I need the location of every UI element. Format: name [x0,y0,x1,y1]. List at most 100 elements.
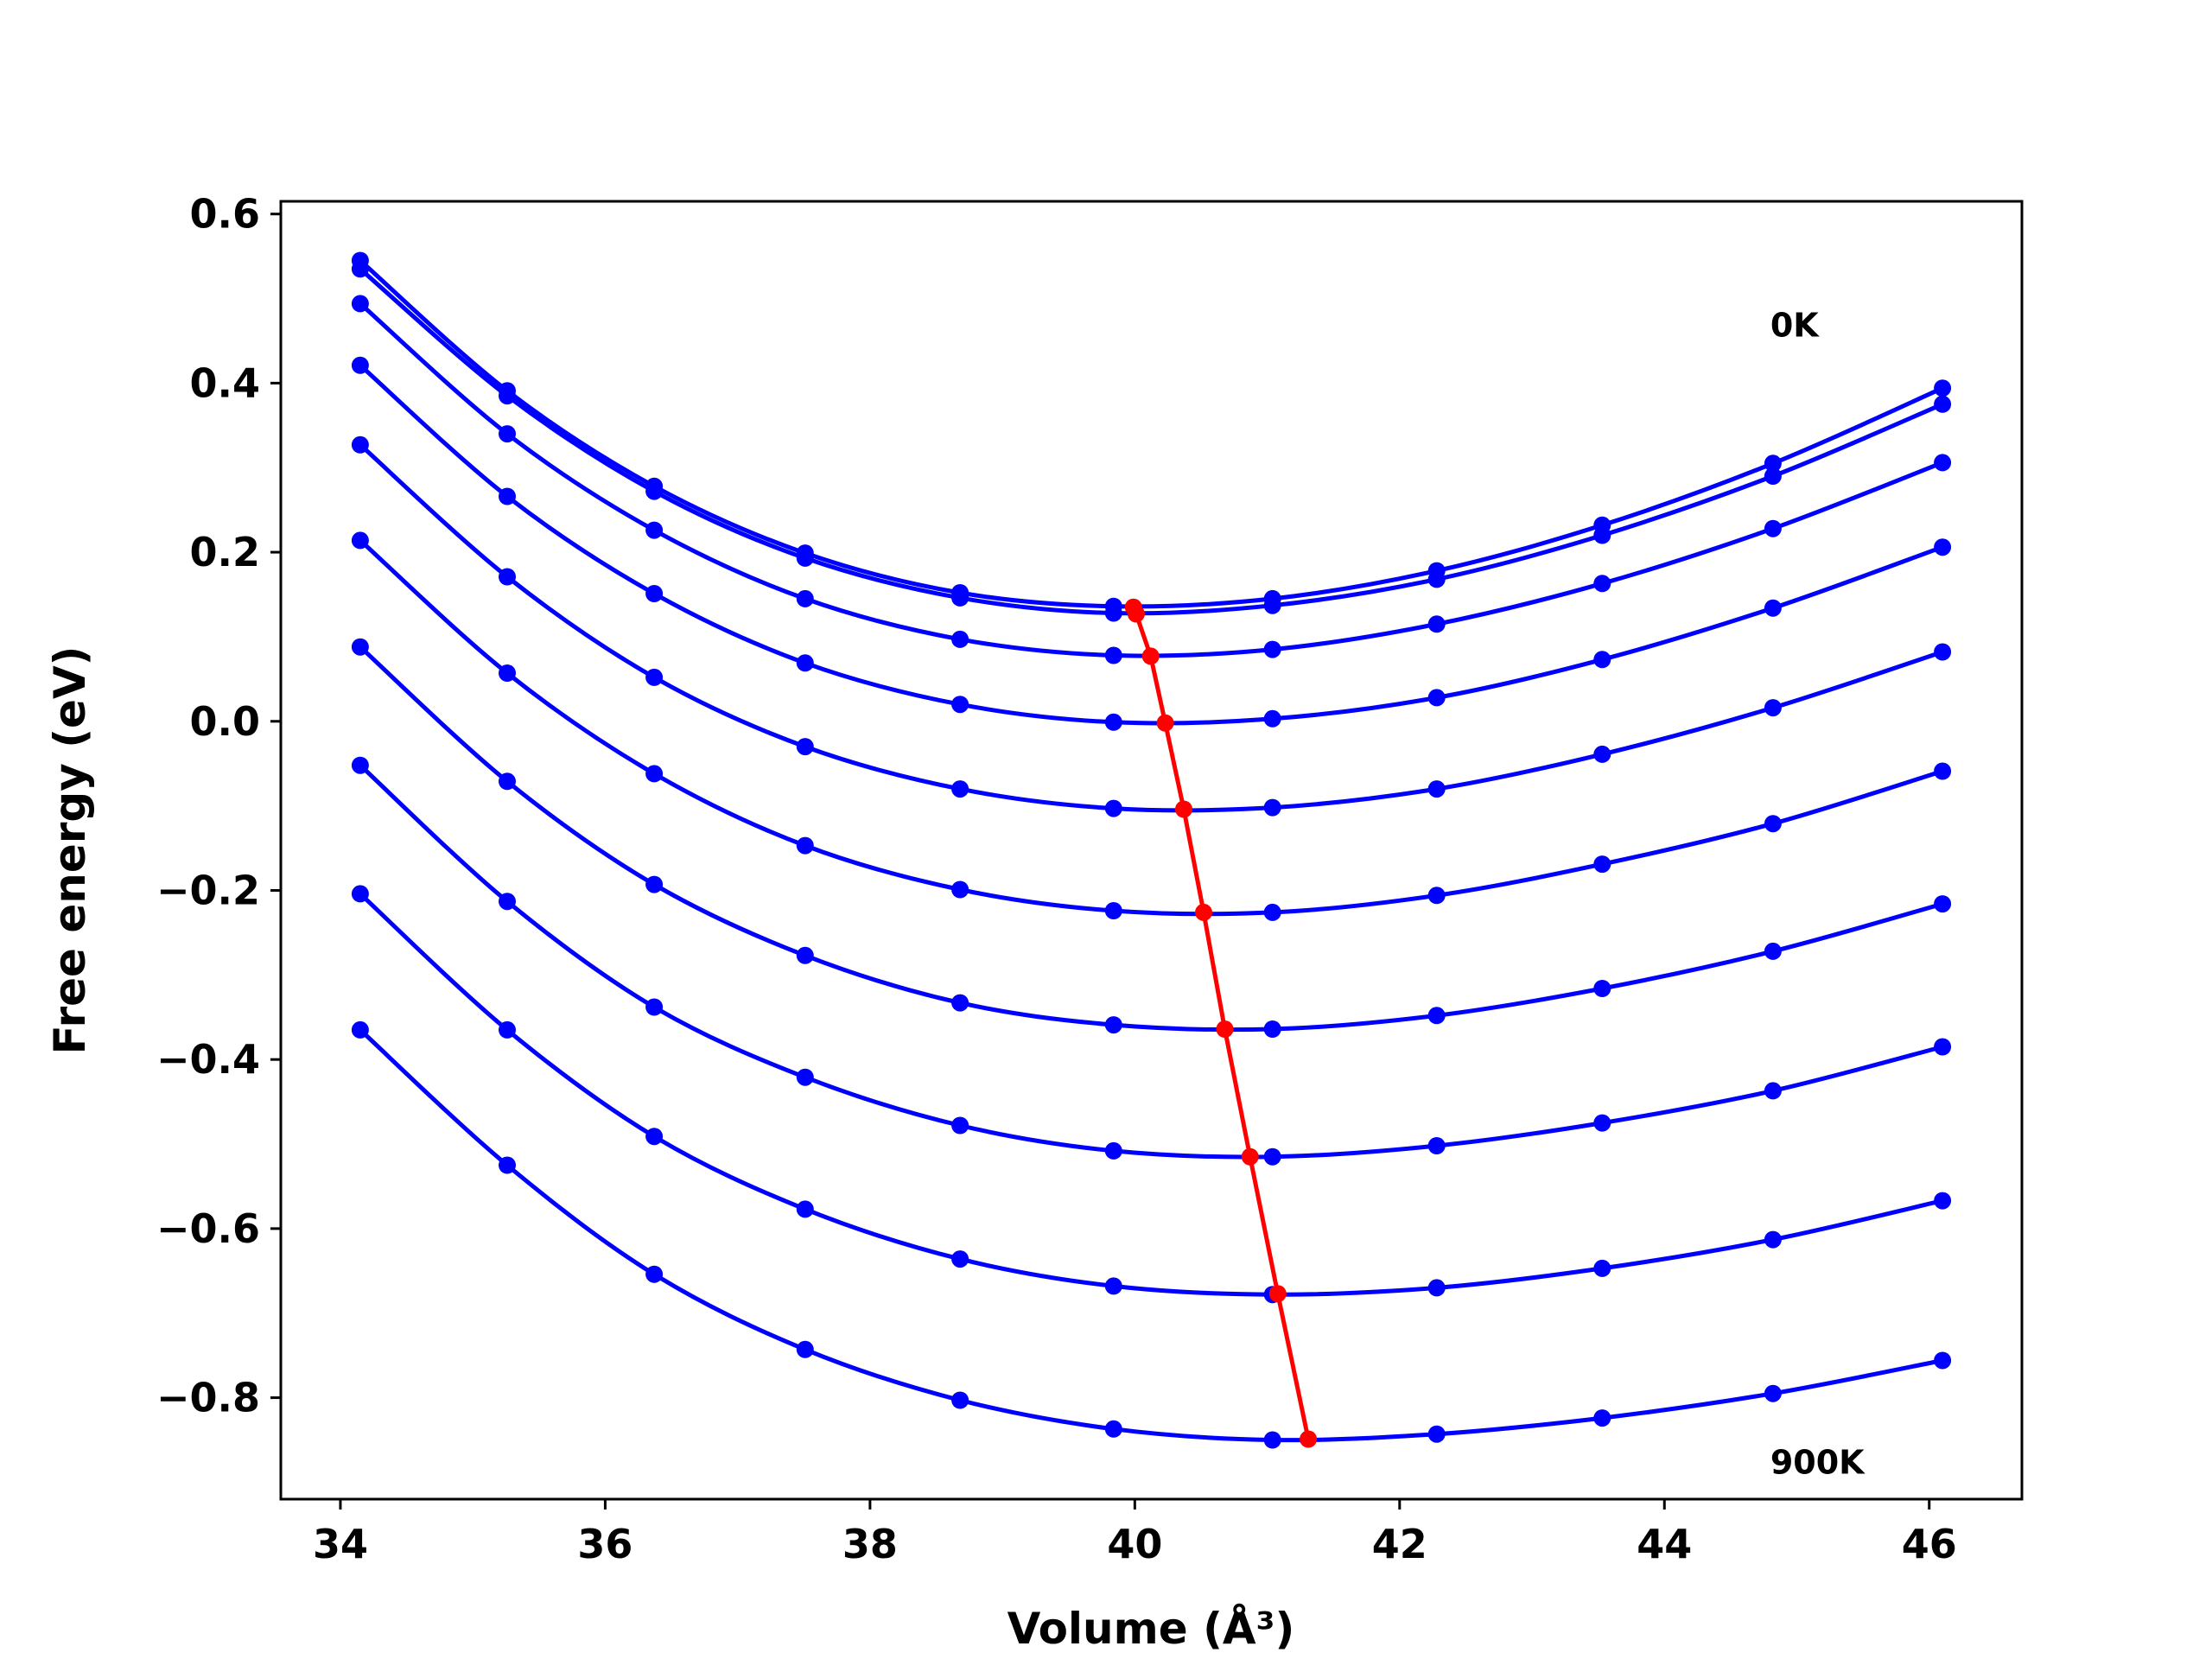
data-point [499,772,516,791]
data-point [1427,570,1446,588]
series-10 [351,1020,1952,1449]
data-point [645,482,664,500]
data-point [499,568,516,586]
data-point [796,738,814,756]
data-point [645,998,664,1016]
data-point [645,765,664,783]
data-point [951,1116,969,1135]
series-7 [351,638,1952,1038]
data-point [951,780,969,798]
data-point [796,1340,814,1358]
data-point [1764,467,1782,485]
minimum-point [1300,1430,1318,1448]
minima-line [1131,606,1311,1440]
data-point [1764,1082,1782,1100]
series-8 [351,756,1952,1166]
data-point [1263,1020,1281,1038]
data-point [499,425,516,443]
y-tick-label: 0.4 [190,359,261,406]
data-point [1263,709,1281,728]
data-point [1427,1279,1446,1297]
series-9 [351,885,1952,1304]
minimum-point [1195,903,1212,921]
data-point [1104,1277,1122,1295]
data-point [1104,713,1122,731]
data-point [1104,646,1122,664]
data-point [951,1391,969,1409]
data-point [1934,1038,1952,1056]
data-point [1427,689,1446,707]
data-point [1104,1420,1122,1438]
annotation-label: 900K [1770,1444,1866,1482]
minimum-point [1156,714,1174,732]
data-point [951,1250,969,1268]
data-point [1764,1384,1782,1402]
data-point [351,885,369,903]
y-tick-label: 0.0 [190,698,261,745]
data-point [1104,1016,1122,1034]
y-tick-label: 0.2 [190,529,261,575]
data-point [1104,902,1122,919]
data-point [1427,1137,1446,1154]
data-point [1593,575,1611,593]
data-point [499,1156,516,1174]
data-point [1934,454,1952,472]
data-point [351,1020,369,1039]
series-4 [351,356,1952,731]
data-point [796,654,814,672]
y-tick-label: −0.6 [156,1205,260,1252]
data-point [1764,599,1782,617]
data-point [351,756,369,774]
series-6 [351,531,1952,921]
data-point [1934,395,1952,413]
data-point [1764,519,1782,537]
data-point [499,664,516,682]
data-point [499,487,516,505]
data-point [1427,1007,1446,1025]
data-point [351,260,369,278]
series-3 [351,295,1952,664]
y-tick-label: 0.6 [190,191,261,238]
x-tick-label: 38 [842,1521,898,1567]
y-tick-label: −0.4 [156,1036,260,1083]
data-point [1593,855,1611,874]
x-tick-label: 34 [313,1521,368,1567]
annotations: 0K 900K [1770,307,1866,1482]
data-point [1427,887,1446,905]
free-energy-curves [351,251,1952,1449]
data-point [1593,1409,1611,1427]
y-tick-label: −0.8 [156,1375,260,1421]
data-point [1263,1147,1281,1166]
data-point [1263,1431,1281,1449]
data-point [796,836,814,855]
data-point [1593,745,1611,763]
data-point [1593,651,1611,669]
data-point [1263,596,1281,614]
x-tick-label: 44 [1637,1521,1692,1567]
data-point [1263,903,1281,921]
data-point [499,1020,516,1039]
data-point [1934,1192,1952,1210]
y-axis-label: Free energy (eV) [45,645,95,1054]
data-point [1104,604,1122,622]
data-point [1593,526,1611,544]
data-point [351,295,369,313]
data-point [1593,980,1611,997]
x-tick-label: 42 [1372,1521,1427,1567]
data-point [351,531,369,550]
data-point [1934,379,1952,397]
data-point [796,589,814,607]
equilibrium-volume-line [1124,598,1318,1448]
data-point [1934,762,1952,780]
data-point [1263,798,1281,817]
data-point [1934,643,1952,661]
minimum-point [1241,1147,1259,1166]
data-point [1593,1114,1611,1132]
data-point [1934,895,1952,913]
data-point [1764,1230,1782,1249]
data-point [645,875,664,893]
data-point [796,1068,814,1086]
data-point [951,994,969,1012]
y-axis-ticks: −0.8 −0.6 −0.4 −0.2 0.0 0.2 0.4 0.6 [156,191,281,1421]
